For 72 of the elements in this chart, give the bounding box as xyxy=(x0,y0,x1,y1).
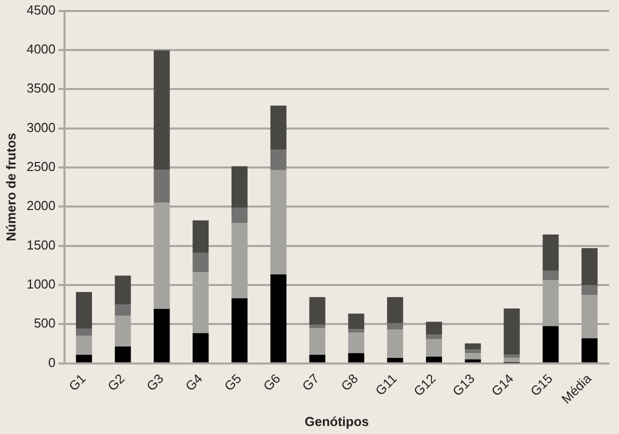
bar xyxy=(464,359,481,362)
x-axis-title: Genótipos xyxy=(304,414,369,429)
bar xyxy=(76,354,92,362)
bar xyxy=(192,220,209,253)
bar xyxy=(504,308,520,355)
x-tick-label: G3 xyxy=(144,370,166,394)
bar xyxy=(76,336,92,355)
bar xyxy=(426,334,442,340)
bar xyxy=(504,354,520,358)
x-tick-label: G14 xyxy=(488,370,516,399)
x-tick-label: G6 xyxy=(260,370,284,394)
y-tick-label: 4000 xyxy=(26,42,56,57)
bar xyxy=(387,358,404,362)
bar xyxy=(426,339,442,357)
bar xyxy=(114,304,131,316)
bar xyxy=(387,322,404,330)
y-tick-label: 1000 xyxy=(26,276,56,292)
bar xyxy=(348,353,364,362)
bar xyxy=(232,208,248,224)
y-tick-label: 0 xyxy=(48,354,56,370)
bar xyxy=(309,297,326,325)
bar xyxy=(154,50,170,170)
bar xyxy=(309,354,326,362)
bar xyxy=(542,326,559,362)
bar xyxy=(582,284,598,296)
bar xyxy=(232,166,248,208)
bar xyxy=(426,356,442,362)
y-tick-label: 1500 xyxy=(26,237,56,252)
bar xyxy=(387,297,404,323)
x-tick-label: G11 xyxy=(372,370,400,398)
bar xyxy=(270,106,286,150)
bar xyxy=(309,328,326,355)
bar xyxy=(192,252,209,272)
x-tick-label: G15 xyxy=(527,370,556,399)
bar xyxy=(582,338,598,362)
bar xyxy=(76,328,92,336)
x-tick-label: G5 xyxy=(221,370,244,394)
bar xyxy=(348,332,364,354)
bar xyxy=(348,329,364,333)
bar xyxy=(232,298,248,362)
bar xyxy=(154,308,170,362)
y-tick-label: 2000 xyxy=(26,198,56,214)
x-tick-label: G4 xyxy=(182,370,206,394)
x-tick-label: G8 xyxy=(338,370,361,394)
y-tick-label: 2500 xyxy=(26,159,56,174)
x-tick-label: G1 xyxy=(66,370,89,394)
bar xyxy=(76,292,92,329)
bar xyxy=(270,274,286,362)
y-tick-label: 3500 xyxy=(26,80,56,96)
bar xyxy=(192,333,209,362)
x-tick-label: G12 xyxy=(410,370,439,399)
bar xyxy=(309,324,326,328)
bar xyxy=(542,270,559,280)
y-tick-label: 4500 xyxy=(26,2,56,18)
x-tick-label: G13 xyxy=(450,370,478,399)
bar xyxy=(114,346,131,362)
bar xyxy=(542,234,559,271)
y-tick-label: 3000 xyxy=(26,120,56,135)
bar xyxy=(464,353,481,360)
bar xyxy=(270,149,286,170)
bar xyxy=(464,350,481,354)
x-tick-label: G7 xyxy=(299,370,322,394)
bar xyxy=(154,170,170,203)
bar xyxy=(348,314,364,330)
bar xyxy=(387,330,404,358)
y-tick-label: 500 xyxy=(34,316,56,331)
y-axis-title: Número de frutos xyxy=(3,132,18,242)
bar xyxy=(114,276,131,305)
bar xyxy=(582,248,598,285)
bar xyxy=(426,322,442,335)
x-tick-label: G2 xyxy=(104,370,128,394)
bar xyxy=(464,343,481,350)
